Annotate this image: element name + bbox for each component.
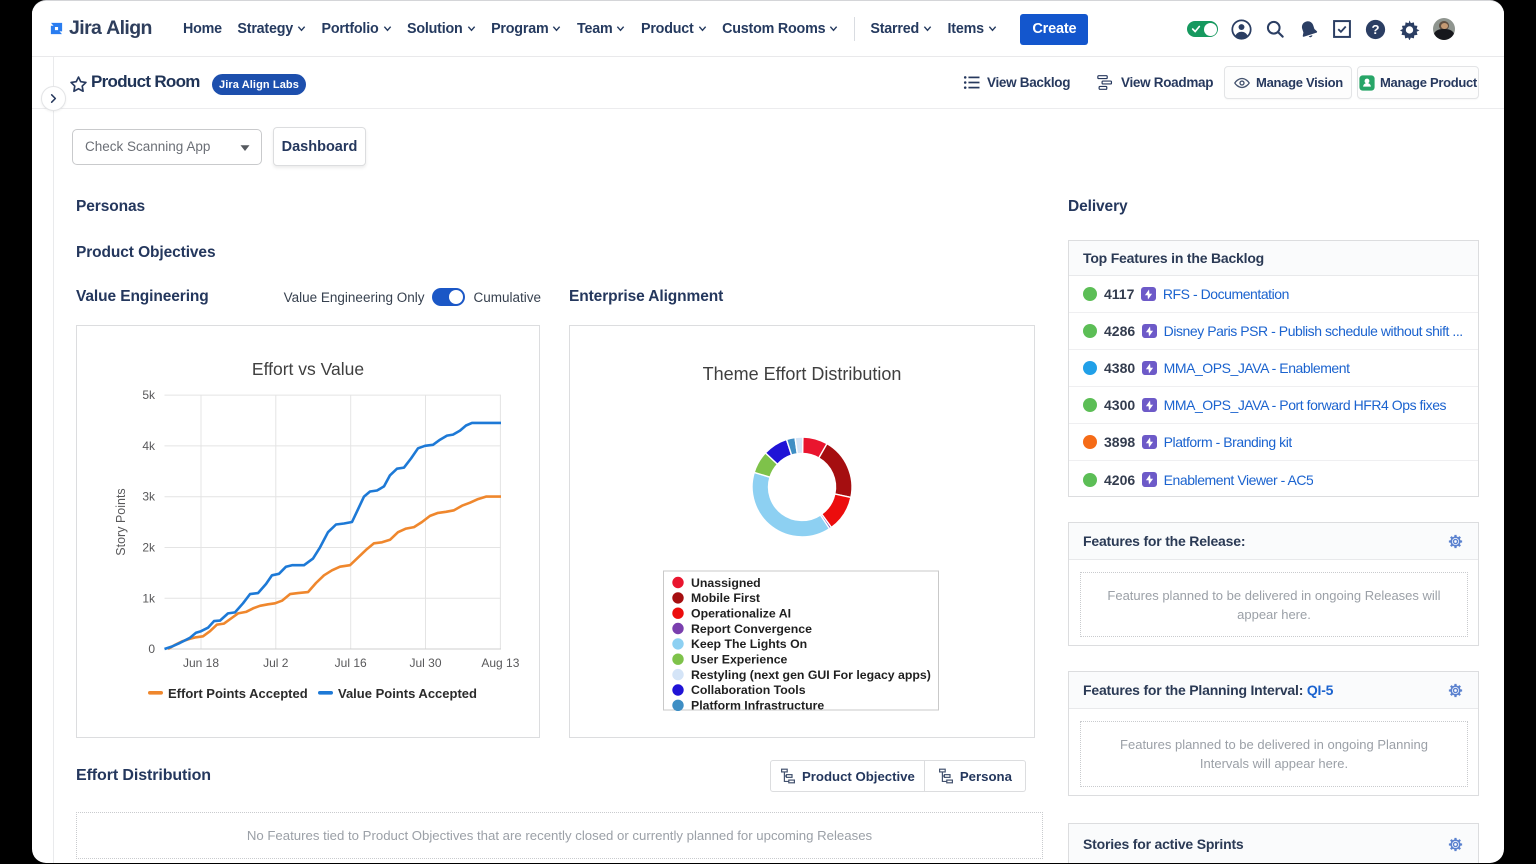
svg-text:Mobile First: Mobile First [691, 591, 760, 605]
svg-text:Jun 18: Jun 18 [183, 656, 219, 670]
svg-text:4k: 4k [142, 439, 156, 453]
svg-text:User Experience: User Experience [691, 653, 788, 667]
svg-text:Effort vs Value: Effort vs Value [252, 359, 364, 379]
svg-text:2k: 2k [142, 541, 156, 555]
svg-text:Story Points: Story Points [114, 488, 128, 555]
svg-text:?: ? [1371, 22, 1379, 37]
svg-text:Restyling (next gen GUI For le: Restyling (next gen GUI For legacy apps) [691, 668, 931, 682]
svg-text:Collaboration Tools: Collaboration Tools [691, 683, 806, 697]
svg-text:Jul 30: Jul 30 [409, 656, 441, 670]
svg-text:Value Points Accepted: Value Points Accepted [338, 686, 477, 701]
svg-text:Theme Effort Distribution: Theme Effort Distribution [703, 364, 902, 384]
svg-text:Effort Points Accepted: Effort Points Accepted [168, 686, 308, 701]
svg-text:Aug 13: Aug 13 [481, 656, 519, 670]
svg-text:Jul 16: Jul 16 [335, 656, 367, 670]
svg-text:0: 0 [148, 642, 155, 656]
svg-text:3k: 3k [142, 490, 156, 504]
svg-text:Unassigned: Unassigned [691, 576, 761, 590]
svg-text:Report Convergence: Report Convergence [691, 622, 812, 636]
svg-text:Platform Infrastructure: Platform Infrastructure [691, 699, 824, 713]
svg-text:Keep The Lights On: Keep The Lights On [691, 637, 807, 651]
svg-text:Operationalize AI: Operationalize AI [691, 607, 791, 621]
svg-text:5k: 5k [142, 388, 156, 402]
svg-text:1k: 1k [142, 591, 156, 605]
svg-text:Jul 2: Jul 2 [263, 656, 289, 670]
